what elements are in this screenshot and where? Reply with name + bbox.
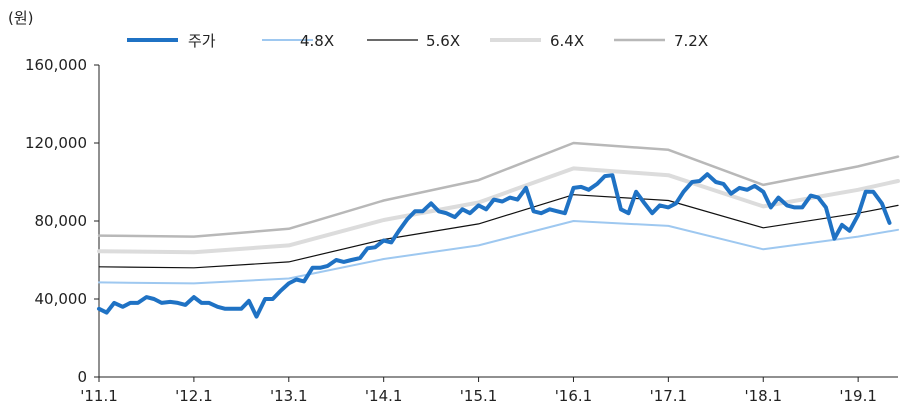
y-tick-label: 160,000 [25,56,87,74]
legend-label: 주가 [188,32,216,50]
x-tick-label: '18.1 [744,387,782,405]
legend-label: 5.6X [426,32,460,50]
series-line-주가 [97,172,892,319]
y-axis: 0 40,000 80,000 120,000 160,000 [25,56,100,386]
legend-label: 6.4X [550,32,584,50]
legend-item-4.8X: 4.8X [262,32,334,50]
series-line-5.6X [98,194,899,269]
plot-area [97,141,900,319]
y-tick-label: 40,000 [35,290,88,308]
legend-label: 7.2X [674,32,708,50]
legend-label: 4.8X [300,32,334,50]
series-line-7.2X [97,141,900,238]
x-tick-label: '15.1 [460,387,498,405]
x-tick-label: '13.1 [270,387,308,405]
series-line-4.8X [98,220,899,285]
x-tick-label: '17.1 [650,387,688,405]
legend-item-7.2X: 7.2X [614,32,708,50]
legend-item-주가: 주가 [127,32,216,50]
x-tick-label: '11.1 [80,387,118,405]
y-tick-label: 80,000 [35,212,88,230]
x-tick-label: '19.1 [839,387,877,405]
y-unit-label: (원) [8,9,34,27]
legend-item-6.4X: 6.4X [490,32,584,50]
legend-item-5.6X: 5.6X [367,32,460,50]
x-axis: '11.1 '12.1 '13.1 '14.1 '15.1 '16.1 '17.1 '18.1… [80,376,898,405]
x-tick-label: '16.1 [555,387,593,405]
x-tick-label: '14.1 [365,387,403,405]
legend: 주가 4.8X 5.6X 6.4X 7.2X [127,32,708,50]
x-tick-label: '12.1 [175,387,213,405]
y-tick-label: 0 [77,368,87,386]
y-tick-label: 120,000 [25,134,87,152]
